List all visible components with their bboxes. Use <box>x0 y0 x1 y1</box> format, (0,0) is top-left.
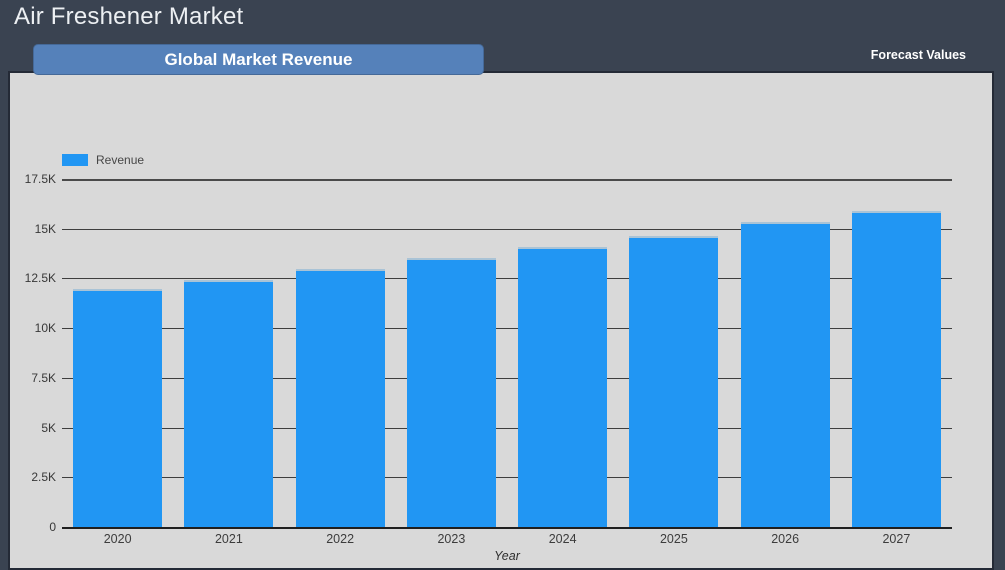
x-tick-label-2025: 2025 <box>659 532 688 546</box>
bar-2026[interactable] <box>740 222 830 527</box>
bar-2024[interactable] <box>518 247 608 527</box>
y-tick-label: 5K <box>41 420 56 435</box>
forecast-values-label: Forecast Values <box>870 48 966 62</box>
tab-global-market-revenue[interactable]: Global Market Revenue <box>33 44 484 75</box>
y-tick-label: 15K <box>34 221 56 236</box>
x-tick-label-2020: 2020 <box>103 532 132 546</box>
bar-2027[interactable] <box>851 210 941 527</box>
y-tick-label: 7.5K <box>31 370 56 385</box>
gridline-5K <box>62 427 952 429</box>
gridline-2.5K <box>62 477 952 479</box>
x-tick-label-2023: 2023 <box>437 532 466 546</box>
gridline-10K <box>62 328 952 330</box>
x-tick-label-2022: 2022 <box>326 532 355 546</box>
gridline-15K <box>62 228 952 230</box>
y-tick-label: 2.5K <box>31 470 56 485</box>
x-tick-label-2021: 2021 <box>214 532 243 546</box>
x-axis-title: Year <box>494 549 520 563</box>
bar-chart-plot-area: 0 2.5K 5K 7.5K 10K 12.5K 15K 17.5K 2020 2021 2022 2… <box>25 172 952 546</box>
y-tick-label: 0 <box>49 520 56 534</box>
y-tick-label: 17.5K <box>24 172 56 186</box>
gridline-17.5K <box>62 179 952 181</box>
bar-2025[interactable] <box>629 236 719 527</box>
gridline-7.5K <box>62 377 952 379</box>
chart-panel: Revenue 0 2.5K 5K 7.5K 10K 12.5K 15K 17.5K 2020 2… <box>8 71 994 570</box>
x-tick-label-2024: 2024 <box>548 532 577 546</box>
bar-2022[interactable] <box>295 268 385 527</box>
gridline-0 <box>62 527 952 529</box>
y-tick-label: 10K <box>34 321 56 336</box>
legend-label: Revenue <box>96 153 145 167</box>
bar-2020[interactable] <box>73 289 163 527</box>
legend-swatch-icon <box>62 154 88 166</box>
bar-2021[interactable] <box>184 279 274 527</box>
bar-2023[interactable] <box>406 257 496 527</box>
chart-legend[interactable]: Revenue <box>62 153 144 167</box>
x-tick-label-2026: 2026 <box>771 532 800 546</box>
page-title: Air Freshener Market <box>14 3 244 30</box>
x-tick-label-2027: 2027 <box>882 532 911 546</box>
y-tick-label: 12.5K <box>24 271 56 286</box>
gridline-12.5K <box>62 278 952 280</box>
